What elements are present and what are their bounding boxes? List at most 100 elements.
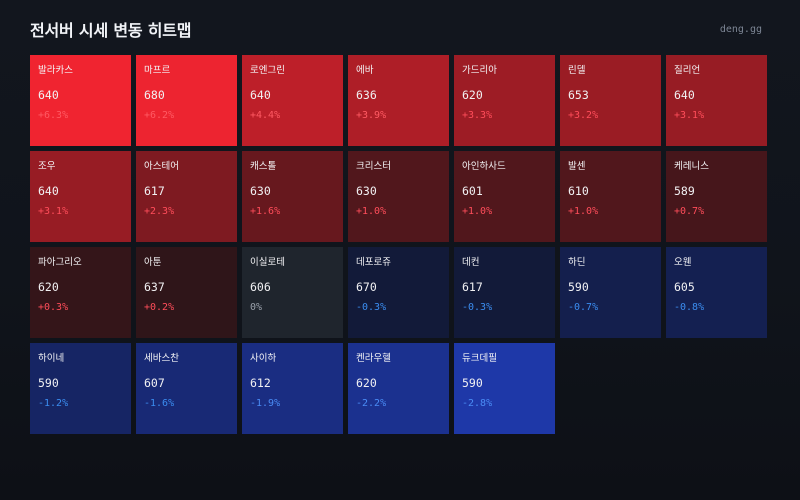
server-name: 아인하사드: [462, 161, 506, 172]
heatmap-grid: 발라카스 640 +6.3% 마프르 680 +6.2% 로엔그린 640 +4.4% 에바 636…: [30, 55, 767, 434]
server-tile[interactable]: 에바 636 +3.9%: [348, 55, 449, 146]
server-tile[interactable]: 오웬 605 -0.8%: [666, 247, 767, 338]
server-change: -2.8%: [462, 398, 493, 409]
server-name: 케레니스: [674, 161, 709, 172]
server-tile[interactable]: 발라카스 640 +6.3%: [30, 55, 131, 146]
server-tile[interactable]: 하딘 590 -0.7%: [560, 247, 661, 338]
server-tile[interactable]: 린델 653 +3.2%: [560, 55, 661, 146]
server-name: 하이네: [38, 353, 65, 364]
server-tile[interactable]: 가드리아 620 +3.3%: [454, 55, 555, 146]
server-name: 가드리아: [462, 65, 497, 76]
server-tile[interactable]: 조우 640 +3.1%: [30, 151, 131, 242]
server-name: 오웬: [674, 257, 692, 268]
server-change: +0.7%: [674, 206, 705, 217]
server-change: -1.2%: [38, 398, 69, 409]
server-change: -0.3%: [462, 302, 493, 313]
server-tile[interactable]: 켄라우헬 620 -2.2%: [348, 343, 449, 434]
server-tile[interactable]: 파아그리오 620 +0.3%: [30, 247, 131, 338]
server-change: +3.3%: [462, 110, 493, 121]
server-price: 617: [144, 184, 165, 198]
server-price: 680: [144, 88, 165, 102]
server-price: 640: [250, 88, 271, 102]
server-price: 605: [674, 280, 695, 294]
server-tile[interactable]: 세바스찬 607 -1.6%: [136, 343, 237, 434]
server-change: +4.4%: [250, 110, 281, 121]
server-price: 630: [356, 184, 377, 198]
server-price: 640: [38, 88, 59, 102]
server-tile[interactable]: 하이네 590 -1.2%: [30, 343, 131, 434]
server-tile[interactable]: 캐스톨 630 +1.6%: [242, 151, 343, 242]
server-price: 653: [568, 88, 589, 102]
server-price: 612: [250, 376, 271, 390]
server-change: -0.8%: [674, 302, 705, 313]
server-tile[interactable]: 아스테어 617 +2.3%: [136, 151, 237, 242]
site-brand[interactable]: deng.gg: [719, 23, 762, 35]
server-tile[interactable]: 듀크데필 590 -2.8%: [454, 343, 555, 434]
server-tile[interactable]: 아인하사드 601 +1.0%: [454, 151, 555, 242]
server-change: +6.3%: [38, 110, 69, 121]
server-price: 606: [250, 280, 271, 294]
server-name: 크리스터: [356, 161, 391, 172]
server-tile[interactable]: 이실로테 606 0%: [242, 247, 343, 338]
server-name: 캐스톨: [250, 161, 277, 172]
server-tile[interactable]: 크리스터 630 +1.0%: [348, 151, 449, 242]
server-tile[interactable]: 마프르 680 +6.2%: [136, 55, 237, 146]
server-change: +1.0%: [356, 206, 387, 217]
server-change: +1.0%: [568, 206, 599, 217]
server-tile[interactable]: 사이하 612 -1.9%: [242, 343, 343, 434]
server-name: 조우: [38, 161, 56, 172]
server-change: -0.3%: [356, 302, 387, 313]
server-price: 640: [674, 88, 695, 102]
server-name: 발라카스: [38, 65, 73, 76]
server-change: +1.6%: [250, 206, 281, 217]
server-change: 0%: [250, 302, 263, 313]
server-price: 589: [674, 184, 695, 198]
server-tile[interactable]: 데포로쥬 670 -0.3%: [348, 247, 449, 338]
server-price: 590: [38, 376, 59, 390]
server-name: 로엔그린: [250, 65, 285, 76]
server-price: 610: [568, 184, 589, 198]
server-name: 질리언: [674, 65, 701, 76]
server-price: 670: [356, 280, 377, 294]
server-price: 640: [38, 184, 59, 198]
server-name: 데포로쥬: [356, 257, 391, 268]
server-price: 590: [462, 376, 483, 390]
server-tile[interactable]: 아툰 637 +0.2%: [136, 247, 237, 338]
server-change: -2.2%: [356, 398, 387, 409]
server-name: 발센: [568, 161, 586, 172]
server-change: +6.2%: [144, 110, 175, 121]
server-change: +2.3%: [144, 206, 175, 217]
server-tile[interactable]: 케레니스 589 +0.7%: [666, 151, 767, 242]
server-name: 파아그리오: [38, 257, 82, 268]
server-name: 사이하: [250, 353, 277, 364]
server-price: 636: [356, 88, 377, 102]
server-price: 637: [144, 280, 165, 294]
server-tile[interactable]: 로엔그린 640 +4.4%: [242, 55, 343, 146]
server-change: +3.9%: [356, 110, 387, 121]
server-price: 607: [144, 376, 165, 390]
server-price: 620: [356, 376, 377, 390]
page-title: 전서버 시세 변동 히트맵: [30, 21, 192, 40]
server-tile[interactable]: 데컨 617 -0.3%: [454, 247, 555, 338]
page-header: 전서버 시세 변동 히트맵 deng.gg: [30, 18, 762, 40]
server-change: +0.3%: [38, 302, 69, 313]
server-change: +1.0%: [462, 206, 493, 217]
server-change: +0.2%: [144, 302, 175, 313]
server-change: -0.7%: [568, 302, 599, 313]
server-change: -1.9%: [250, 398, 281, 409]
server-name: 마프르: [144, 65, 171, 76]
server-tile[interactable]: 발센 610 +1.0%: [560, 151, 661, 242]
server-name: 세바스찬: [144, 353, 179, 364]
server-tile[interactable]: 질리언 640 +3.1%: [666, 55, 767, 146]
server-price: 620: [462, 88, 483, 102]
server-name: 아툰: [144, 257, 162, 268]
server-name: 하딘: [568, 257, 586, 268]
server-name: 데컨: [462, 257, 480, 268]
server-name: 린델: [568, 65, 586, 76]
server-price: 590: [568, 280, 589, 294]
server-name: 아스테어: [144, 161, 179, 172]
server-name: 이실로테: [250, 257, 285, 268]
server-change: +3.2%: [568, 110, 599, 121]
server-change: +3.1%: [38, 206, 69, 217]
server-name: 에바: [356, 65, 374, 76]
